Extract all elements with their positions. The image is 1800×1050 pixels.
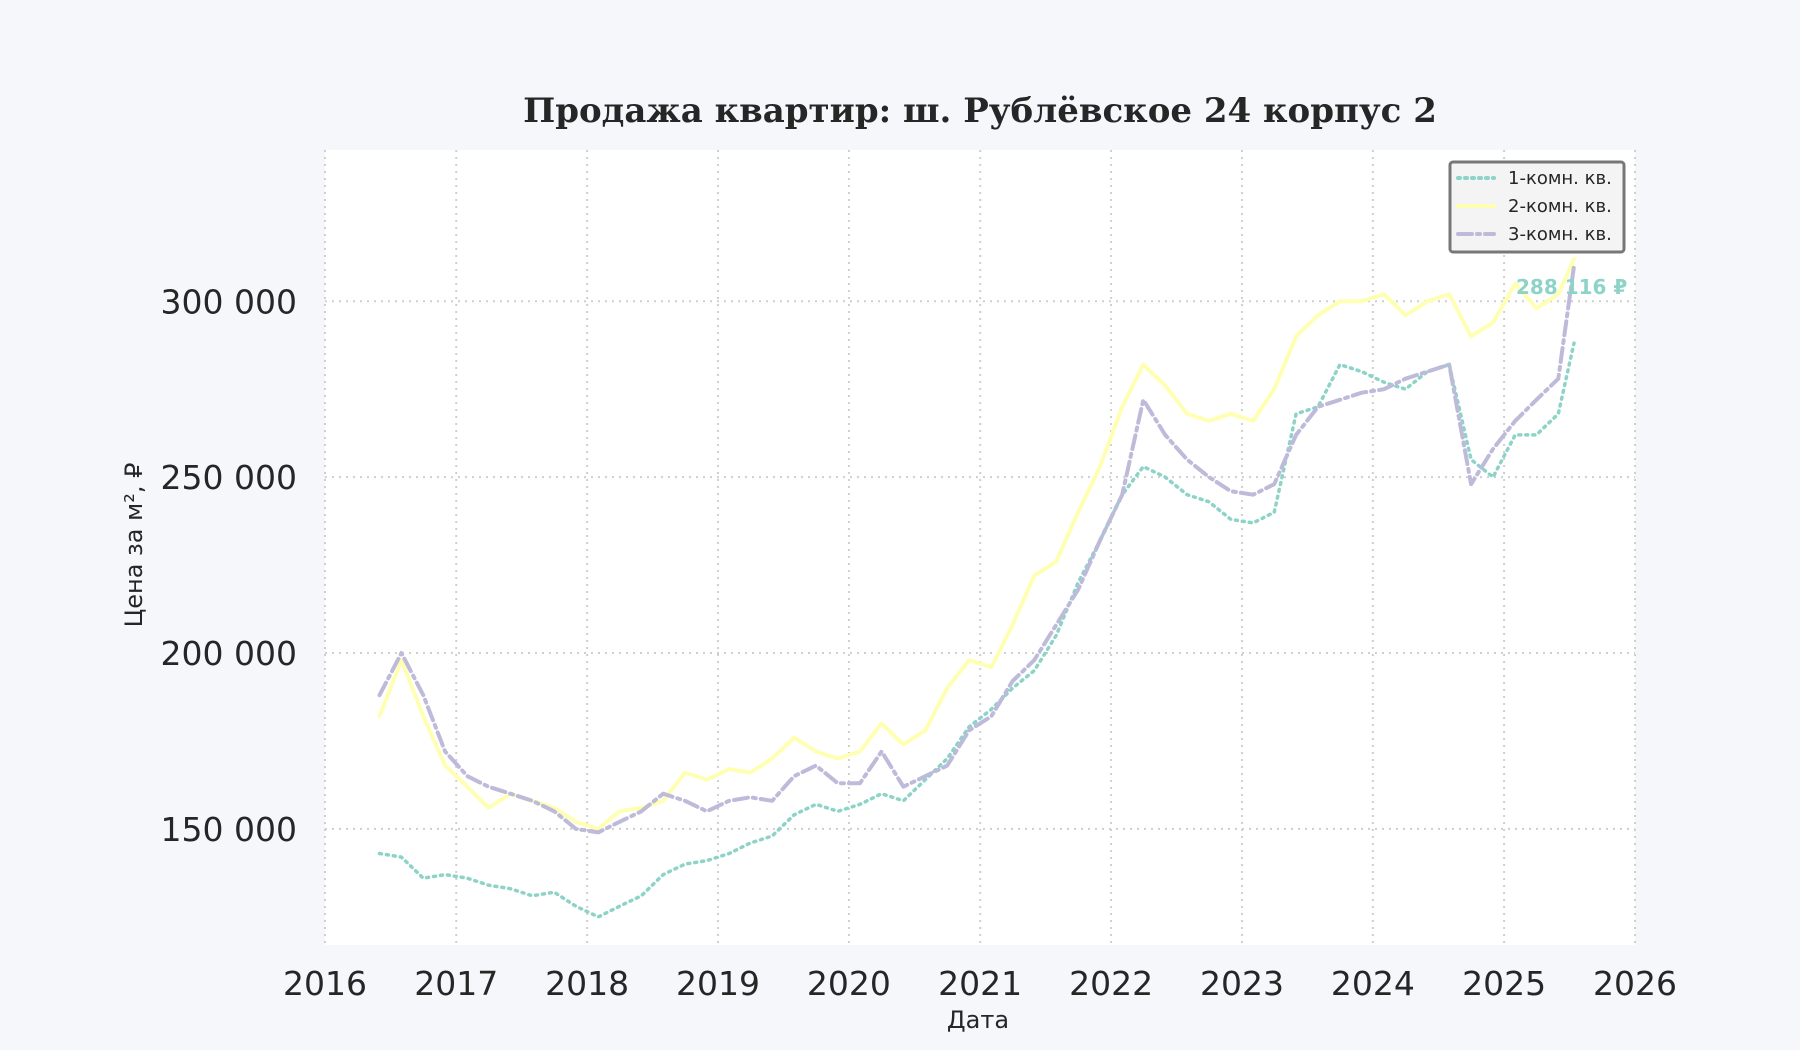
y-tick-label: 250 000 — [161, 458, 297, 497]
y-tick-label: 300 000 — [161, 282, 297, 321]
x-tick-label: 2022 — [1069, 964, 1153, 1003]
tick-labels: 2016 2017 2018 2019 2020 2021 2022 2023 2024 2025… — [161, 282, 1677, 1003]
x-tick-label: 2017 — [414, 964, 498, 1003]
x-tick-label: 2023 — [1200, 964, 1284, 1003]
grid — [324, 150, 1636, 945]
x-tick-label: 2020 — [807, 964, 891, 1003]
last-value-label: 288 116 ₽ — [1516, 275, 1627, 299]
legend-box — [1448, 160, 1626, 254]
y-tick-label: 200 000 — [161, 634, 297, 673]
series-group — [377, 257, 1576, 919]
x-tick-label: 2021 — [938, 964, 1022, 1003]
x-tick-label: 2026 — [1593, 964, 1677, 1003]
legend: 1-комн. кв. 2-комн. кв. 3-комн. кв. — [1448, 160, 1626, 254]
x-tick-label: 2018 — [545, 964, 629, 1003]
series-line-1 — [377, 341, 1576, 919]
x-tick-label: 2016 — [283, 964, 367, 1003]
legend-label: 2-комн. кв. — [1508, 196, 1612, 217]
x-axis-label: Дата — [947, 1006, 1009, 1034]
legend-label: 3-комн. кв. — [1508, 224, 1612, 245]
x-tick-label: 2025 — [1462, 964, 1546, 1003]
series-line-2 — [377, 257, 1576, 831]
plot-area — [325, 150, 1635, 945]
x-tick-label: 2024 — [1331, 964, 1415, 1003]
y-tick-label: 150 000 — [161, 810, 297, 849]
y-axis-label: Цена за м², ₽ — [120, 463, 148, 628]
legend-label: 1-комн. кв. — [1508, 168, 1612, 189]
chart-title: Продажа квартир: ш. Рублёвское 24 корпус… — [523, 91, 1437, 131]
x-tick-label: 2019 — [676, 964, 760, 1003]
series-line-3 — [377, 264, 1576, 835]
